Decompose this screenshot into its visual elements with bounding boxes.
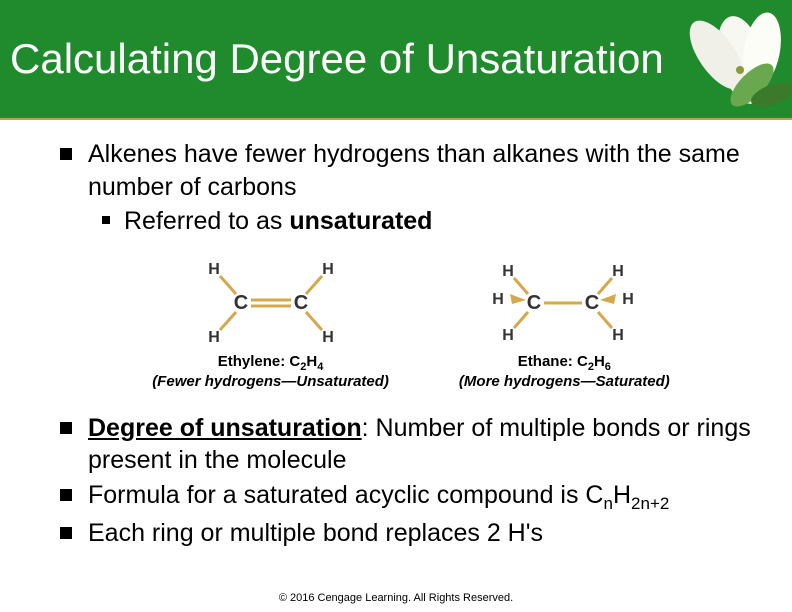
svg-text:H: H bbox=[623, 291, 635, 308]
ethylene-c: C bbox=[289, 353, 300, 370]
ethane-structure: C C H H H H H H bbox=[484, 254, 644, 349]
ethylene-labels: Ethylene: C2H4 (Fewer hydrogens—Unsatura… bbox=[152, 353, 389, 390]
ethane-labels: Ethane: C2H6 (More hydrogens—Saturated) bbox=[459, 353, 670, 390]
bullet-1-text: Alkenes have fewer hydrogens than alkane… bbox=[88, 138, 762, 203]
b3-pre: Formula for a saturated acyclic compound… bbox=[88, 481, 604, 509]
svg-text:H: H bbox=[613, 327, 625, 344]
ethylene-name: Ethylene: bbox=[218, 353, 290, 370]
ethane-cap-em: Saturated bbox=[596, 373, 665, 390]
bullet-marker bbox=[60, 527, 72, 539]
slide-content: Alkenes have fewer hydrogens than alkane… bbox=[0, 120, 792, 549]
sub-text-plain: Referred to as bbox=[124, 207, 289, 235]
bullet-marker bbox=[60, 422, 72, 434]
bullet-marker bbox=[60, 489, 72, 501]
ethylene-cap-em: Unsaturated bbox=[296, 373, 384, 390]
b3-sub2: 2n+2 bbox=[631, 494, 669, 513]
svg-text:C: C bbox=[527, 292, 541, 314]
svg-text:H: H bbox=[503, 263, 515, 280]
ethane-h-sub: 6 bbox=[605, 361, 611, 373]
slide-title: Calculating Degree of Unsaturation bbox=[0, 35, 664, 83]
bullet-4-text: Each ring or multiple bond replaces 2 H'… bbox=[88, 517, 543, 550]
svg-text:H: H bbox=[208, 329, 220, 346]
ethane-cap-end: ) bbox=[665, 373, 670, 390]
svg-text:C: C bbox=[585, 292, 599, 314]
ethane-c: C bbox=[577, 353, 588, 370]
bullet-marker bbox=[60, 148, 72, 160]
ethylene-structure: C C H H H H bbox=[196, 254, 346, 349]
slide-header: Calculating Degree of Unsaturation bbox=[0, 0, 792, 118]
bullet-1-sub: Referred to as unsaturated bbox=[102, 205, 762, 238]
ethylene-h-sub: 4 bbox=[317, 361, 323, 373]
ethylene-h: H bbox=[306, 353, 317, 370]
bullet-3-text: Formula for a saturated acyclic compound… bbox=[88, 479, 669, 515]
svg-text:H: H bbox=[503, 327, 515, 344]
b3-mid: H bbox=[613, 481, 631, 509]
ethylene-block: C C H H H H Ethylene: C2H4 (Fewer hydrog… bbox=[152, 254, 389, 390]
bullet-2-text: Degree of unsaturation: Number of multip… bbox=[88, 412, 762, 477]
ethylene-cap1: (Fewer hydrogens— bbox=[152, 373, 296, 390]
svg-text:C: C bbox=[293, 292, 307, 314]
bullet-1-sub-text: Referred to as unsaturated bbox=[124, 205, 432, 238]
ethane-name: Ethane: bbox=[518, 353, 577, 370]
svg-text:H: H bbox=[208, 261, 220, 278]
svg-text:C: C bbox=[233, 292, 247, 314]
b3-sub1: n bbox=[604, 494, 613, 513]
bullet-marker-small bbox=[102, 216, 110, 224]
b2-bold: Degree of unsaturation bbox=[88, 414, 362, 442]
bullet-1: Alkenes have fewer hydrogens than alkane… bbox=[60, 138, 762, 203]
ethylene-cap-end: ) bbox=[384, 373, 389, 390]
bullet-3: Formula for a saturated acyclic compound… bbox=[60, 479, 762, 515]
sub-text-bold: unsaturated bbox=[289, 207, 432, 235]
bullet-2: Degree of unsaturation: Number of multip… bbox=[60, 412, 762, 477]
molecule-diagrams: C C H H H H Ethylene: C2H4 (Fewer hydrog… bbox=[60, 254, 762, 390]
bullet-4: Each ring or multiple bond replaces 2 H'… bbox=[60, 517, 762, 550]
ethane-h: H bbox=[594, 353, 605, 370]
ethane-cap1: (More hydrogens— bbox=[459, 373, 596, 390]
svg-text:H: H bbox=[322, 261, 334, 278]
copyright-footer: © 2016 Cengage Learning. All Rights Rese… bbox=[0, 592, 792, 604]
svg-text:H: H bbox=[322, 329, 334, 346]
ethane-block: C C H H H H H H Ethane: C2H6 bbox=[459, 254, 670, 390]
svg-text:H: H bbox=[613, 263, 625, 280]
svg-text:H: H bbox=[493, 291, 505, 308]
